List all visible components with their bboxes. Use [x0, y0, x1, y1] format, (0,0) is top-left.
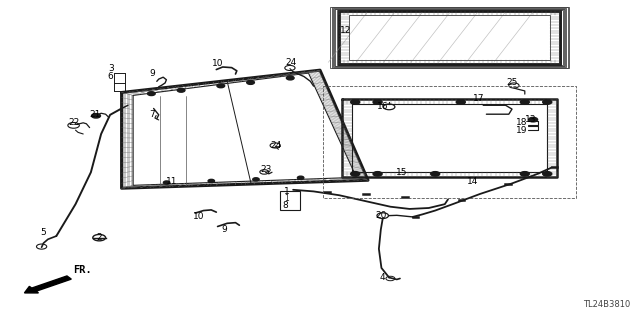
Circle shape: [147, 92, 155, 96]
Text: 10: 10: [212, 59, 223, 68]
Bar: [335, 9, 564, 66]
Circle shape: [163, 181, 170, 184]
Text: 11: 11: [166, 177, 177, 186]
Text: 5: 5: [41, 228, 46, 237]
Circle shape: [253, 178, 259, 181]
Circle shape: [351, 172, 360, 176]
Bar: [337, 10, 563, 65]
Circle shape: [298, 176, 304, 179]
Text: 1: 1: [284, 187, 289, 196]
Circle shape: [520, 172, 529, 176]
Bar: [280, 191, 300, 210]
Circle shape: [456, 100, 465, 104]
Text: 15: 15: [396, 168, 408, 177]
Bar: [339, 11, 560, 64]
Text: 24: 24: [285, 58, 297, 67]
Text: 18: 18: [516, 118, 527, 127]
Text: 22: 22: [68, 118, 79, 127]
Bar: [332, 7, 568, 68]
Circle shape: [520, 100, 529, 104]
Text: TL24B3810: TL24B3810: [583, 300, 630, 309]
Text: 3: 3: [108, 64, 113, 73]
Text: 12: 12: [340, 26, 351, 35]
Text: 9: 9: [150, 69, 155, 78]
Circle shape: [217, 84, 225, 88]
Circle shape: [247, 81, 255, 84]
Text: 19: 19: [516, 126, 527, 135]
Text: 20: 20: [375, 211, 387, 220]
Text: 23: 23: [260, 165, 271, 174]
Circle shape: [287, 76, 294, 80]
Text: 7: 7: [150, 110, 155, 119]
Text: 1: 1: [284, 194, 289, 203]
Text: 13: 13: [525, 115, 537, 124]
Circle shape: [529, 117, 538, 122]
Text: 24: 24: [271, 141, 282, 150]
Text: 25: 25: [506, 78, 518, 87]
Circle shape: [208, 179, 214, 182]
Text: 8: 8: [282, 201, 287, 210]
Text: 2: 2: [97, 233, 102, 242]
Text: 16: 16: [377, 102, 388, 111]
Bar: [334, 9, 565, 66]
Text: 6: 6: [108, 72, 113, 81]
Circle shape: [373, 172, 382, 176]
Text: 17: 17: [473, 94, 484, 103]
Text: 9: 9: [221, 225, 227, 234]
Bar: [333, 8, 566, 67]
Text: 14: 14: [467, 177, 478, 186]
Circle shape: [351, 100, 360, 104]
FancyArrow shape: [24, 276, 71, 293]
Bar: [338, 11, 561, 64]
Circle shape: [431, 172, 440, 176]
Circle shape: [373, 100, 382, 104]
Text: 10: 10: [193, 212, 204, 221]
Text: FR.: FR.: [74, 265, 92, 275]
Bar: [330, 7, 569, 68]
Text: 4: 4: [380, 273, 385, 282]
Circle shape: [543, 172, 552, 176]
Circle shape: [177, 88, 185, 92]
Circle shape: [92, 114, 100, 118]
Text: 21: 21: [89, 110, 100, 119]
Circle shape: [543, 100, 552, 104]
Bar: [349, 15, 550, 60]
